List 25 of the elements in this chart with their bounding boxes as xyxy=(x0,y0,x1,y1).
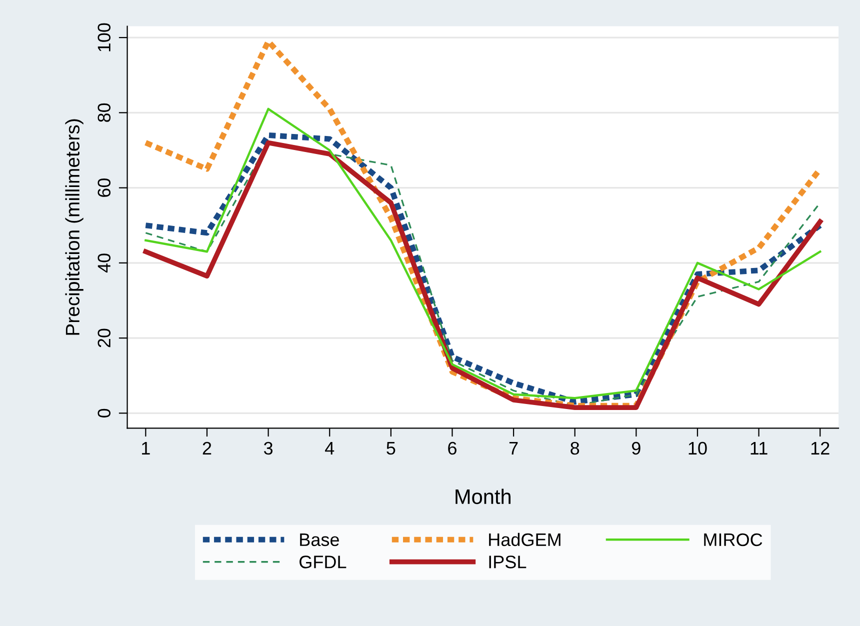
y-tick-label: 80 xyxy=(98,103,111,122)
x-tick-label: 7 xyxy=(509,442,518,454)
y-tick-label: 40 xyxy=(98,254,111,273)
x-tick-label: 3 xyxy=(264,442,273,455)
x-tick-label: 10 xyxy=(688,442,707,455)
x-tick-label: 6 xyxy=(448,442,456,455)
x-tick-label: 1 xyxy=(142,442,150,454)
x-tick-label: 4 xyxy=(325,442,334,454)
y-axis-title: Precipitation (millimeters) xyxy=(65,119,84,335)
x-tick-label: 2 xyxy=(202,442,212,454)
x-tick-label: 8 xyxy=(570,442,580,455)
legend-label: GFDL xyxy=(300,556,346,568)
legend-label: MIROC xyxy=(704,533,762,546)
y-tick-label: 0 xyxy=(98,408,111,418)
x-tick-label: 9 xyxy=(632,442,640,455)
x-tick-label: 5 xyxy=(386,442,396,455)
x-tick-label: 11 xyxy=(750,442,768,454)
x-tick-label: 12 xyxy=(811,442,830,454)
legend-label: HadGEM xyxy=(489,532,560,546)
x-axis-title: Month xyxy=(456,488,510,504)
y-tick-label: 20 xyxy=(98,328,111,348)
y-tick-label: 60 xyxy=(98,178,111,197)
y-tick-label: 100 xyxy=(98,23,111,52)
legend-label: IPSL xyxy=(489,556,526,568)
legend-label: Base xyxy=(300,534,339,546)
